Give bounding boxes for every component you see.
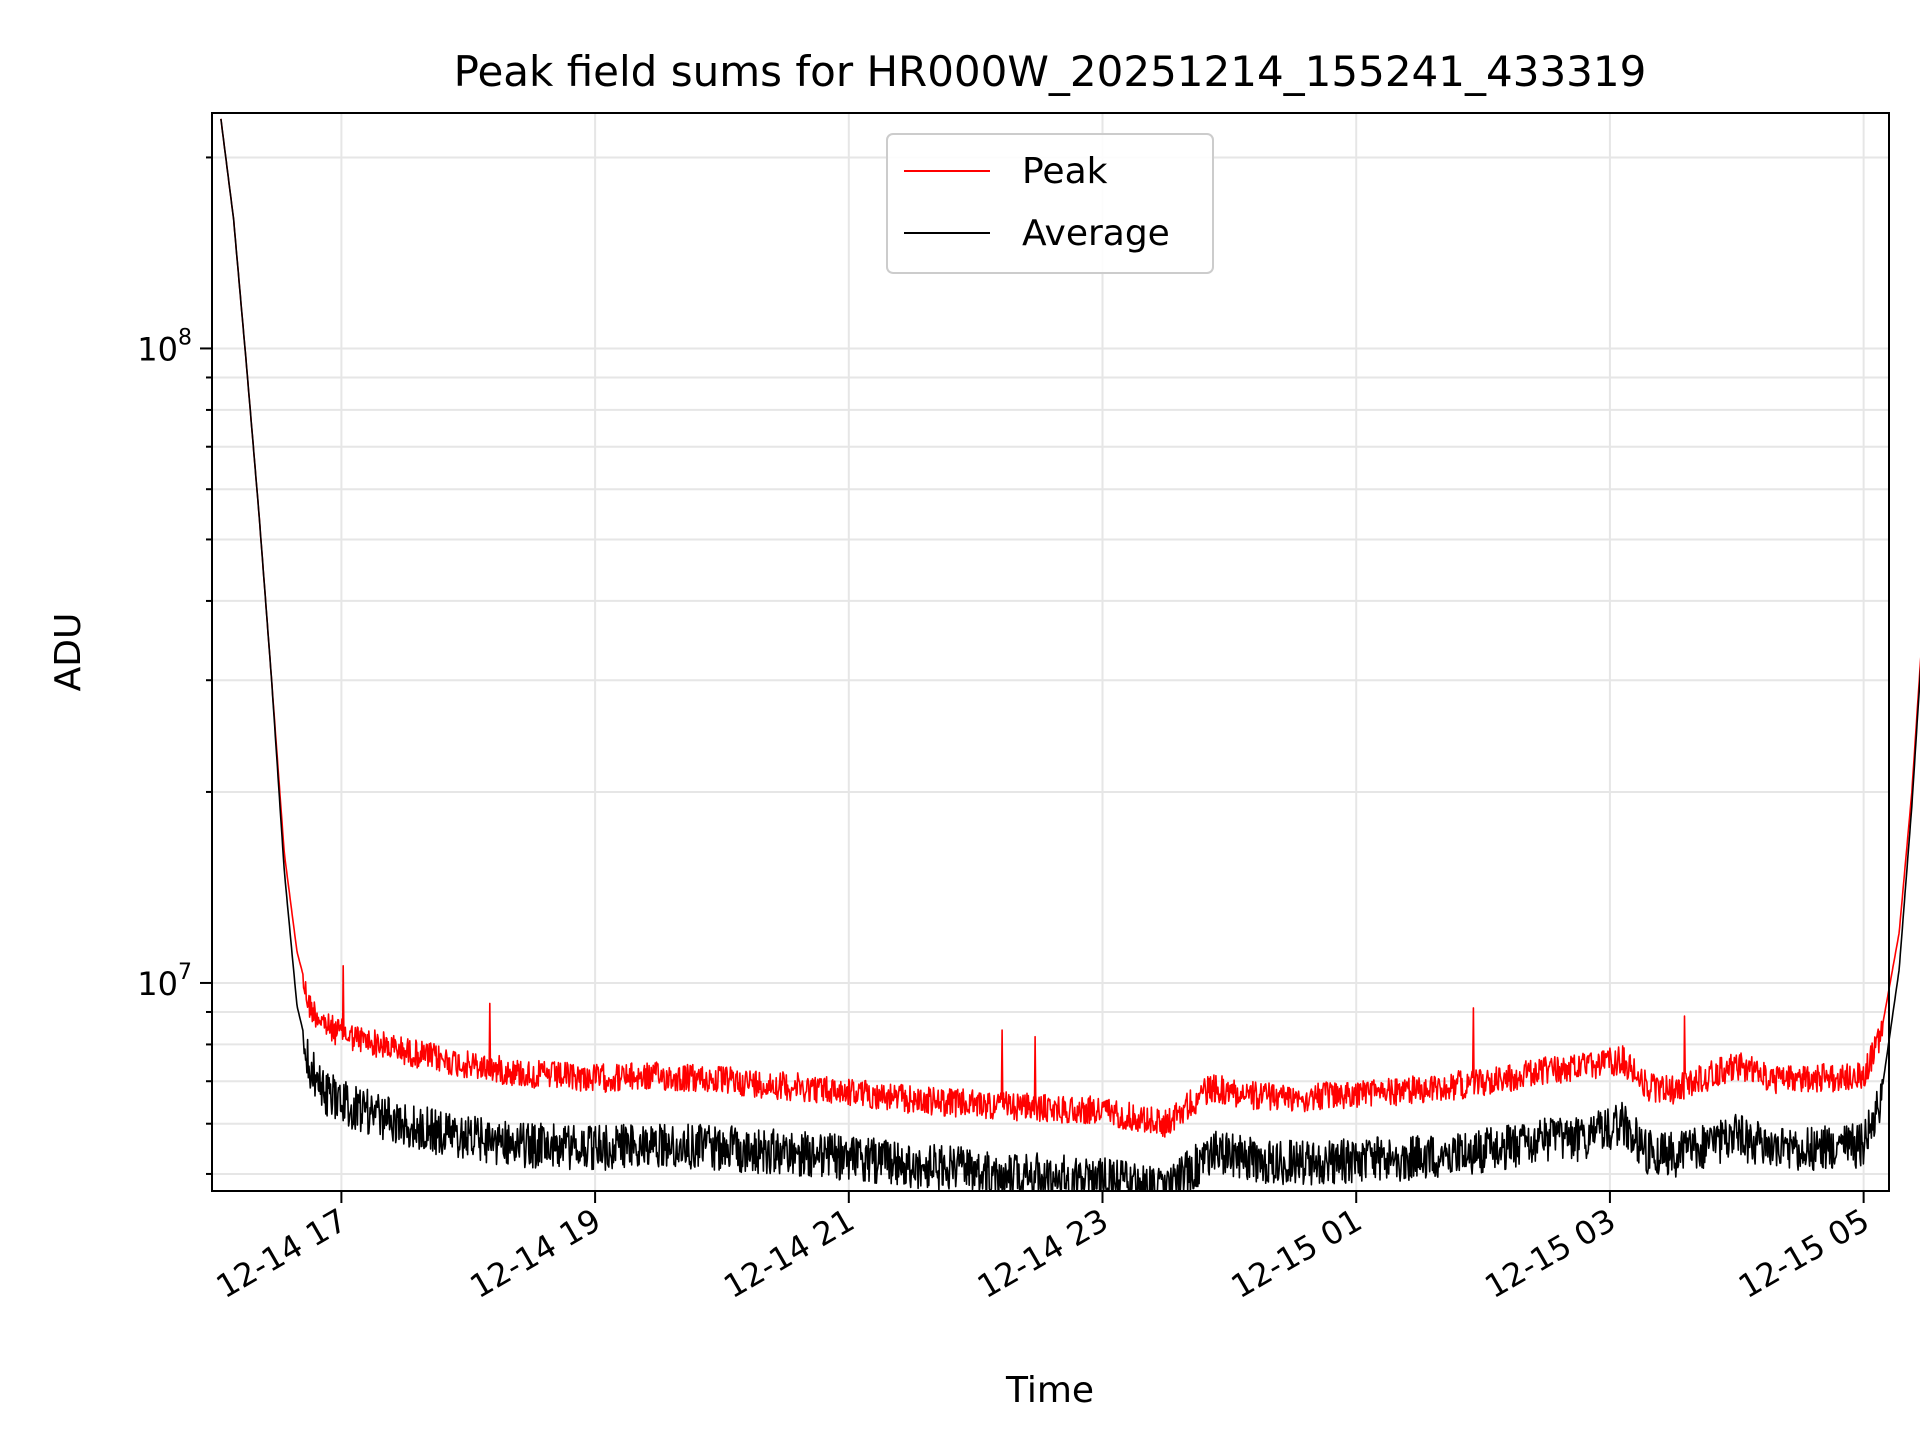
- y-tick-base: 10: [137, 330, 178, 368]
- y-tick-exponent: 8: [178, 325, 192, 350]
- plot-frame: [211, 112, 1890, 1192]
- legend-label-average: Average: [1022, 213, 1170, 254]
- y-tick-label: 108: [137, 325, 192, 368]
- grid: [212, 113, 1889, 1191]
- series-line-peak: [220, 118, 1920, 1138]
- y-tick-label: 107: [137, 960, 192, 1003]
- chart-title: Peak field sums for HR000W_20251214_1552…: [454, 47, 1647, 96]
- plot-series: [220, 118, 1920, 1192]
- legend-box: [886, 133, 1214, 274]
- y-tick-exponent: 7: [178, 960, 192, 985]
- series-line-average: [220, 118, 1920, 1192]
- y-axis-label: ADU: [48, 613, 89, 692]
- legend: Peak Average: [886, 133, 1214, 274]
- legend-label-peak: Peak: [1022, 151, 1108, 192]
- y-tick-base: 10: [137, 965, 178, 1003]
- x-axis-label: Time: [1005, 1370, 1094, 1411]
